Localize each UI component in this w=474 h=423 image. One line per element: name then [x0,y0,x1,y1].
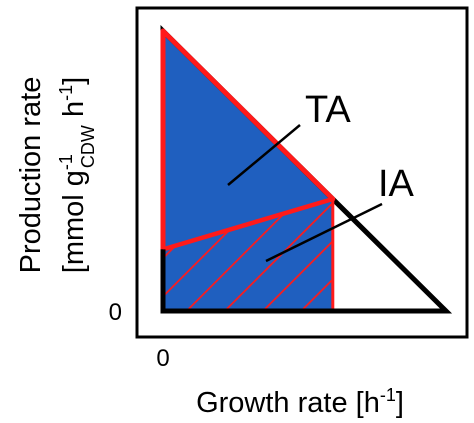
y-axis-unit-sub: CDW [78,125,98,168]
regions-layer [160,25,453,314]
y-axis-unit-main: [mmol g [58,170,90,273]
y-axis-label-line1: Production rate [15,77,47,274]
ia-leader-line [265,202,383,263]
y-axis-label: Production rate [15,77,47,274]
x-axis-label: Growth rate [h-1] [196,385,404,419]
ia-region-hatch [163,199,333,311]
y-axis-label-line2: [mmol g-1 CDW h-1] [56,77,98,273]
ta-boundary-top [160,28,336,202]
y-axis-unit-h: h [58,101,90,125]
x-axis-label-tail: ] [396,387,404,419]
ta-region-label: TA [305,89,351,131]
ia-region-label: IA [378,163,415,205]
y-axis-unit-sup: -1 [56,154,76,170]
ta-leader-line [227,124,301,186]
y-axis-label-units: [mmol g-1 CDW h-1] [56,77,98,273]
x-axis-label-main: Growth rate [h [196,387,380,419]
y-axis-unit-close: ] [58,77,90,85]
y-axis-unit-sup2: -1 [56,85,76,101]
x-axis-label-sup: -1 [380,385,396,405]
plot-frame [135,6,469,339]
ia-boundary-top [162,196,334,252]
y-tick-label: 0 [109,299,122,326]
x-tick-label: 0 [156,345,169,372]
